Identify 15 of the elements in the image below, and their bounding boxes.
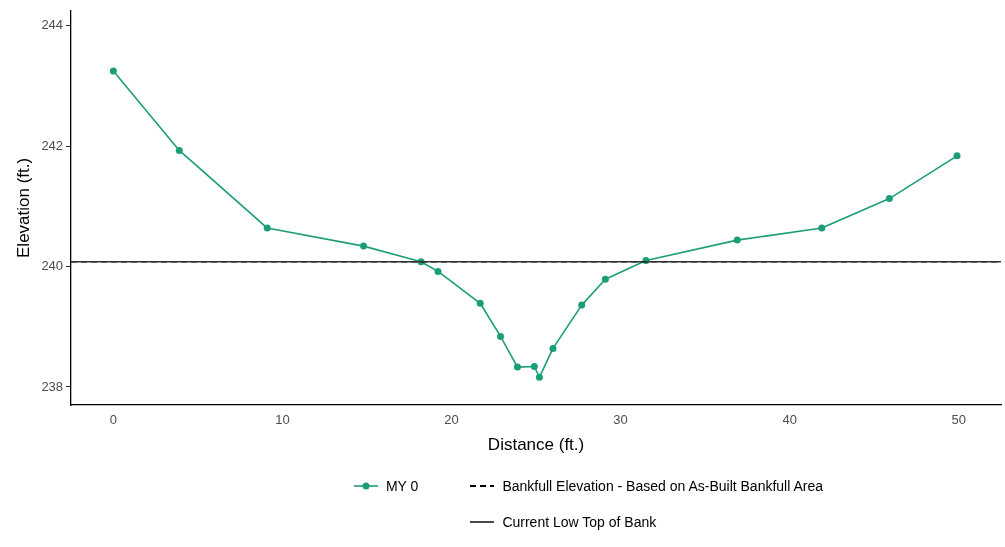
legend-label: MY 0 [385,478,419,494]
x-tick-label: 0 [109,412,117,428]
legend-label: Current Low Top of Bank [502,514,657,530]
y-axis-title: Elevation (ft.) [13,157,33,258]
y-tick-label: 244 [41,17,64,33]
y-tick-label: 238 [41,378,64,394]
x-axis-title: Distance (ft.) [487,435,585,455]
legend-label: Bankfull Elevation - Based on As-Built Bankfull Area [502,478,824,494]
x-tick-label: 20 [444,412,459,428]
x-tick-label: 50 [951,412,966,428]
x-tick-label: 30 [613,412,628,428]
y-tick-label: 240 [41,258,64,274]
y-tick-label: 242 [41,137,64,153]
x-tick-label: 40 [782,412,797,428]
x-tick-label: 10 [275,412,290,428]
